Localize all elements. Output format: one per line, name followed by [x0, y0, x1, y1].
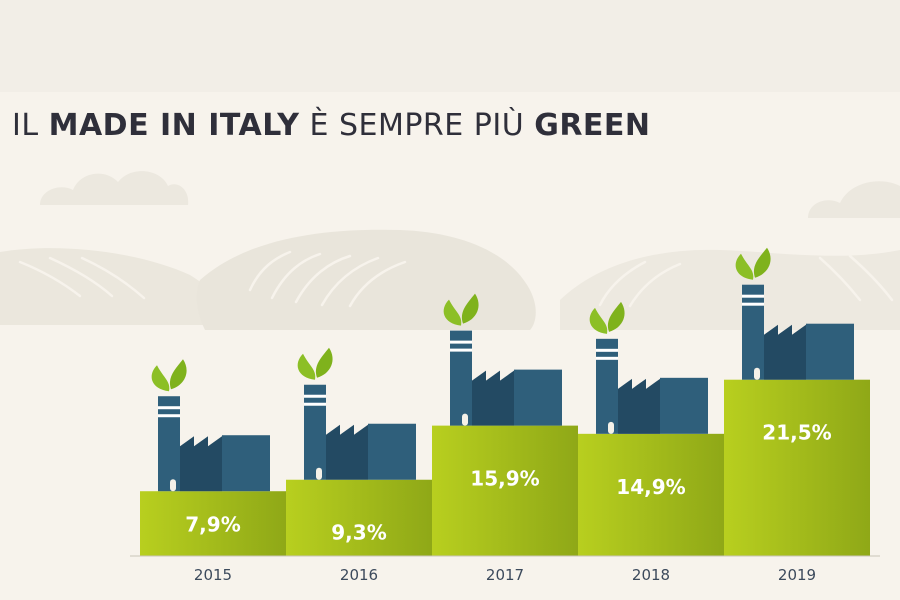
bar-group-2015: 7,9% 2015 — [140, 359, 286, 584]
hill-rows — [18, 250, 894, 308]
leaf-right — [461, 293, 479, 324]
hill-left — [0, 248, 222, 325]
factory-icon — [443, 293, 562, 426]
factory-roof — [618, 378, 660, 434]
leaf-left — [297, 353, 316, 380]
bar-group-2018: 14,9% 2018 — [578, 301, 724, 584]
data-label: 9,3% — [331, 521, 386, 545]
chimney-stripe — [450, 340, 472, 344]
leaf-sprout-icon — [151, 359, 187, 392]
factory-roof — [326, 424, 368, 480]
factory-roof — [180, 436, 222, 492]
factory-icon — [589, 301, 708, 434]
factory-chimney — [158, 396, 180, 492]
factory-roof — [764, 324, 806, 380]
chimney-stripe — [304, 402, 326, 406]
leaf-right — [315, 347, 333, 378]
bar — [578, 433, 724, 556]
hill-right — [560, 249, 900, 330]
bar-group-2017: 15,9% 2017 — [432, 293, 578, 584]
chimney-stripe — [158, 414, 180, 418]
factory-icon — [735, 247, 854, 380]
factory-chimney — [742, 284, 764, 380]
bar — [724, 379, 870, 556]
leaf-left — [735, 253, 754, 280]
chimney-stripe — [158, 406, 180, 410]
leaf-sprout-icon — [297, 347, 333, 380]
factory-chimney — [304, 384, 326, 480]
chimney-stripe — [304, 394, 326, 398]
data-label: 7,9% — [185, 513, 240, 537]
background-decoration — [0, 171, 900, 330]
title-middle: È SEMPRE PIÙ — [299, 108, 535, 143]
title-bold-made-in-italy: MADE IN ITALY — [48, 108, 300, 143]
leaf-sprout-icon — [735, 247, 771, 280]
factory-door — [754, 367, 760, 380]
x-tick-label: 2016 — [340, 566, 378, 584]
bar-group-2016: 9,3% 2016 — [286, 347, 432, 584]
x-tick-label: 2017 — [486, 566, 524, 584]
factory-building — [514, 369, 562, 426]
factory-icon — [297, 347, 416, 480]
data-label: 21,5% — [762, 421, 831, 445]
factory-building — [806, 323, 854, 380]
factory-building — [368, 423, 416, 480]
top-band — [0, 0, 900, 92]
title-bold-green: GREEN — [534, 108, 651, 143]
leaf-right — [169, 359, 187, 390]
factory-icon — [151, 359, 270, 492]
bar-group-2019: 21,5% 2019 — [724, 247, 870, 584]
chimney-stripe — [596, 356, 618, 360]
bar — [432, 425, 578, 556]
chimney-stripe — [742, 302, 764, 306]
cloud-left — [40, 171, 189, 205]
x-tick-label: 2019 — [778, 566, 816, 584]
leaf-left — [589, 307, 608, 334]
hill-center — [196, 229, 536, 330]
data-label: 14,9% — [616, 475, 685, 499]
factory-chimney — [596, 338, 618, 434]
x-tick-label: 2015 — [194, 566, 232, 584]
bar — [286, 479, 432, 556]
leaf-sprout-icon — [443, 293, 479, 326]
cloud-right — [808, 181, 900, 218]
bar — [140, 491, 286, 556]
chimney-stripe — [596, 348, 618, 352]
factory-door — [316, 467, 322, 480]
leaf-sprout-icon — [589, 301, 625, 334]
chimney-stripe — [742, 294, 764, 298]
factory-door — [462, 413, 468, 426]
title-prefix: IL — [12, 108, 49, 143]
leaf-right — [607, 301, 625, 332]
leaf-left — [151, 365, 170, 392]
bars-layer: 7,9%20159,3%201615,9%201714,9%201821,5%2… — [140, 247, 870, 584]
factory-roof — [472, 370, 514, 426]
factory-door — [608, 421, 614, 434]
factory-chimney — [450, 330, 472, 426]
chimney-stripe — [450, 348, 472, 352]
x-tick-label: 2018 — [632, 566, 670, 584]
data-label: 15,9% — [470, 467, 539, 491]
leaf-left — [443, 299, 462, 326]
factory-building — [660, 377, 708, 434]
factory-building — [222, 435, 270, 492]
leaf-right — [753, 247, 771, 278]
page-title: IL MADE IN ITALY È SEMPRE PIÙ GREEN — [12, 108, 651, 143]
factory-door — [170, 479, 176, 492]
